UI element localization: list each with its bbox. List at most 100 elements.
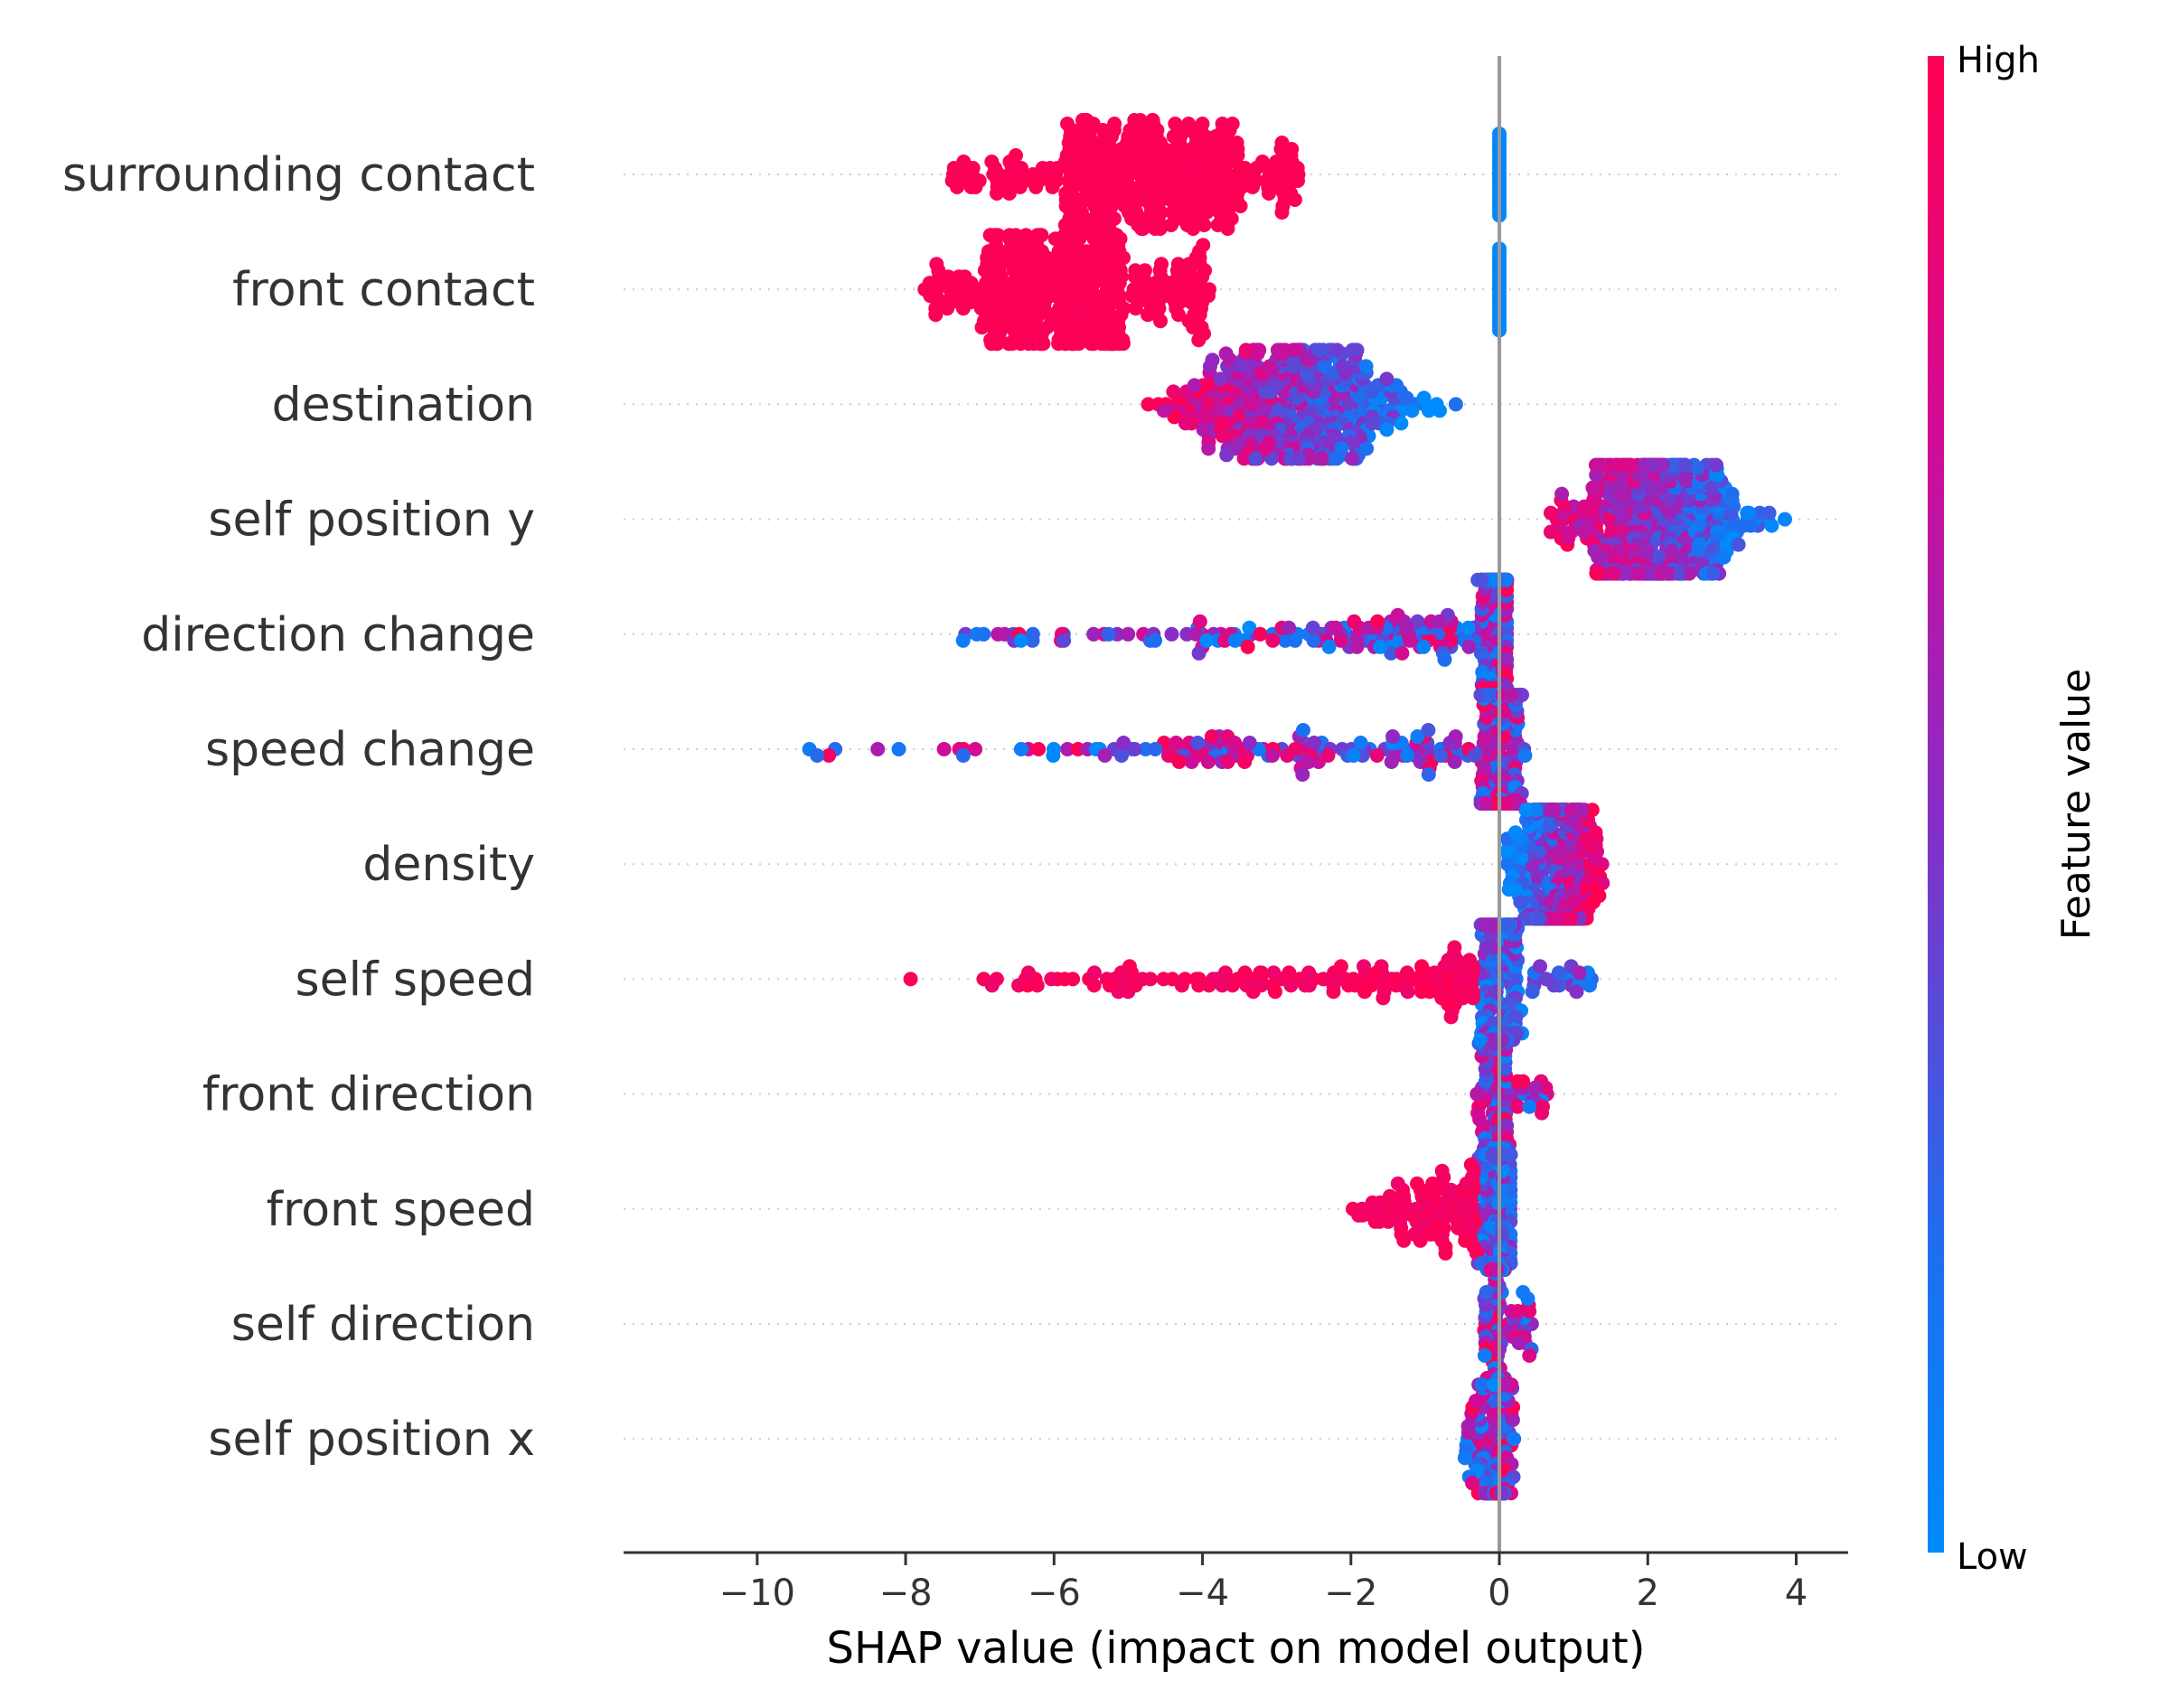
shap-point	[1219, 447, 1235, 463]
shap-point	[1473, 1032, 1488, 1047]
shap-point	[1677, 457, 1693, 473]
shap-point	[1516, 1285, 1531, 1300]
shap-point	[1137, 263, 1152, 278]
shap-point	[1329, 343, 1345, 358]
shap-point	[1357, 959, 1371, 974]
shap-point	[1266, 965, 1282, 981]
shap-point	[1001, 186, 1017, 201]
shap-point	[1045, 180, 1060, 194]
shap-point	[1510, 1304, 1526, 1319]
shap-point	[1116, 736, 1131, 750]
shap-point	[1245, 984, 1261, 999]
feature-label: destination	[272, 378, 535, 432]
shap-point	[1215, 978, 1230, 993]
shap-point	[1029, 978, 1045, 993]
shap-point	[1074, 326, 1089, 342]
shap-point	[1225, 978, 1240, 993]
shap-point	[1532, 911, 1546, 926]
shap-point	[1468, 748, 1483, 763]
shap-point	[1071, 123, 1086, 137]
shap-point	[1056, 633, 1072, 648]
shap-point	[1013, 633, 1028, 648]
shap-point	[1761, 505, 1777, 521]
shap-point	[1588, 825, 1603, 840]
shap-point	[1422, 403, 1436, 418]
shap-point	[1370, 614, 1385, 629]
shap-point	[1416, 639, 1432, 654]
shap-point	[1489, 1262, 1504, 1277]
shap-point	[1262, 359, 1277, 374]
shap-point	[1447, 755, 1462, 769]
shap-point	[1379, 422, 1394, 437]
shap-point	[1051, 336, 1066, 352]
shap-point	[1655, 457, 1670, 473]
shap-point	[1217, 633, 1233, 648]
shap-point	[1507, 825, 1523, 840]
shap-point	[1157, 142, 1172, 156]
shap-point	[1186, 221, 1201, 236]
shap-point	[1128, 301, 1143, 316]
shap-point	[1422, 984, 1437, 999]
shap-point	[970, 282, 984, 297]
shap-point	[1014, 161, 1028, 175]
shap-point	[1346, 748, 1361, 763]
shap-point	[1434, 1163, 1450, 1178]
shap-point	[1019, 228, 1034, 243]
shap-point	[1410, 729, 1425, 744]
shap-point	[1582, 978, 1597, 993]
feature-label: front contact	[232, 263, 535, 317]
shap-point	[1347, 614, 1362, 629]
shap-point	[1525, 984, 1540, 999]
shap-point	[1533, 959, 1547, 974]
shap-point	[1195, 117, 1210, 131]
feature-label: self direction	[231, 1298, 535, 1352]
shap-point	[1028, 180, 1044, 194]
shap-point	[1551, 911, 1566, 926]
shap-point	[1479, 1285, 1494, 1300]
shap-point	[1572, 965, 1587, 981]
shap-point	[976, 626, 991, 642]
shap-point	[1237, 965, 1253, 981]
shap-point	[1295, 767, 1310, 782]
shap-point	[1399, 390, 1414, 406]
shap-point	[1329, 620, 1344, 635]
shap-point	[1032, 228, 1047, 243]
shap-point	[891, 742, 906, 756]
shap-point	[1298, 978, 1313, 993]
shap-point	[1188, 971, 1204, 987]
shap-point	[955, 633, 971, 648]
shap-point	[1421, 767, 1436, 782]
shap-point	[1253, 626, 1268, 642]
shap-point	[1455, 990, 1470, 1006]
shap-point	[1084, 336, 1099, 352]
shap-point	[1390, 607, 1405, 623]
shap-point	[1519, 802, 1535, 818]
shap-point	[1441, 953, 1456, 968]
shap-point	[1166, 384, 1181, 399]
shap-point	[1369, 748, 1385, 763]
shap-point	[1460, 620, 1476, 635]
shap-point	[974, 320, 990, 335]
shap-point	[1012, 180, 1028, 194]
shap-point	[1066, 228, 1081, 243]
shap-point	[1290, 161, 1305, 175]
shap-point	[1229, 136, 1244, 150]
shap-point	[1432, 403, 1447, 418]
shap-point	[1507, 1431, 1522, 1447]
shap-point	[1666, 457, 1681, 473]
shap-point	[1637, 457, 1652, 473]
shap-point	[1201, 288, 1216, 304]
shap-point	[1218, 346, 1234, 361]
shap-point	[1312, 343, 1328, 358]
shap-point	[1495, 1032, 1510, 1047]
shap-point	[1498, 796, 1514, 811]
shap-point	[1432, 614, 1447, 629]
shap-point	[1186, 320, 1201, 335]
shap-point	[870, 742, 886, 756]
shap-point	[1589, 566, 1604, 581]
shap-point	[984, 978, 1000, 993]
shap-point	[1009, 148, 1023, 163]
shap-point	[1778, 511, 1792, 527]
shap-point	[1731, 537, 1746, 552]
shap-point	[1168, 117, 1183, 131]
